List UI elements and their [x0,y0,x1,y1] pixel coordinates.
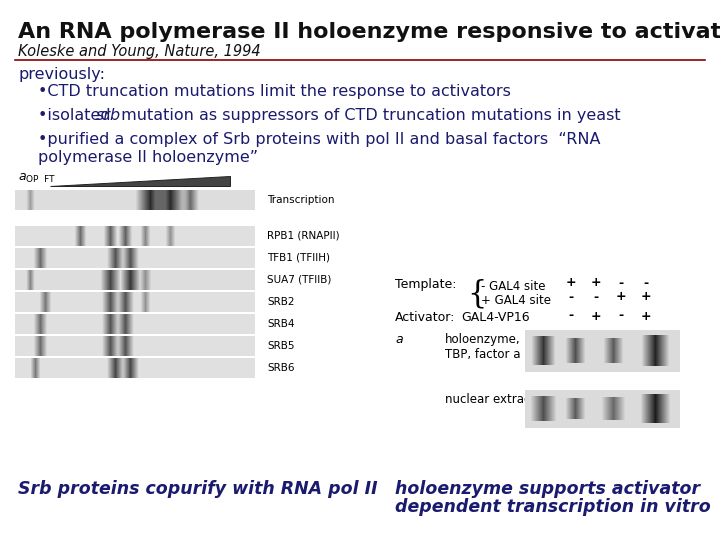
Text: +: + [566,276,576,289]
Text: {: { [467,278,487,309]
Text: srb: srb [96,108,121,123]
Text: Activator:: Activator: [395,311,455,324]
Text: Srb proteins copurify with RNA pol II: Srb proteins copurify with RNA pol II [18,480,377,498]
Text: OP  FT: OP FT [26,175,55,184]
Text: -: - [593,291,598,303]
Text: + GAL4 site: + GAL4 site [481,294,551,307]
Text: Transcription: Transcription [267,195,335,205]
Text: - GAL4 site: - GAL4 site [481,280,546,293]
Text: SRB2: SRB2 [267,297,294,307]
Text: TBP, factor a: TBP, factor a [445,348,521,361]
Text: •purified a complex of Srb proteins with pol II and basal factors  “RNA: •purified a complex of Srb proteins with… [38,132,600,147]
Text: An RNA polymerase II holoenzyme responsive to activators: An RNA polymerase II holoenzyme responsi… [18,22,720,42]
Text: a: a [18,170,26,183]
Text: -: - [618,276,624,289]
Text: SUA7 (TFIIB): SUA7 (TFIIB) [267,275,331,285]
Text: previously:: previously: [18,67,105,82]
Text: +: + [641,291,652,303]
Text: GAL4-VP16: GAL4-VP16 [461,311,530,324]
Text: Template:: Template: [395,278,456,291]
Text: mutation as suppressors of CTD truncation mutations in yeast: mutation as suppressors of CTD truncatio… [116,108,621,123]
Text: TFB1 (TFIIH): TFB1 (TFIIH) [267,253,330,263]
Text: +: + [590,309,601,322]
Text: polymerase II holoenzyme”: polymerase II holoenzyme” [38,150,258,165]
Text: -: - [644,276,649,289]
Text: -: - [568,291,574,303]
Text: -: - [618,309,624,322]
Text: +: + [616,291,626,303]
Text: a: a [395,333,402,346]
Text: SRB6: SRB6 [267,363,294,373]
Text: SRB5: SRB5 [267,341,294,351]
Text: +: + [590,276,601,289]
Text: dependent transcription in vitro: dependent transcription in vitro [395,498,711,516]
Text: holoenzyme,: holoenzyme, [445,333,521,346]
Polygon shape [50,176,230,186]
Text: -: - [568,309,574,322]
Text: •isolated: •isolated [38,108,116,123]
Text: RPB1 (RNAPII): RPB1 (RNAPII) [267,231,340,241]
Text: SRB4: SRB4 [267,319,294,329]
Text: +: + [641,309,652,322]
Text: holoenzyme supports activator: holoenzyme supports activator [395,480,700,498]
Text: Koleske and Young, Nature, 1994: Koleske and Young, Nature, 1994 [18,44,261,59]
Text: •CTD truncation mutations limit the response to activators: •CTD truncation mutations limit the resp… [38,84,511,99]
Text: nuclear extract: nuclear extract [445,393,535,406]
